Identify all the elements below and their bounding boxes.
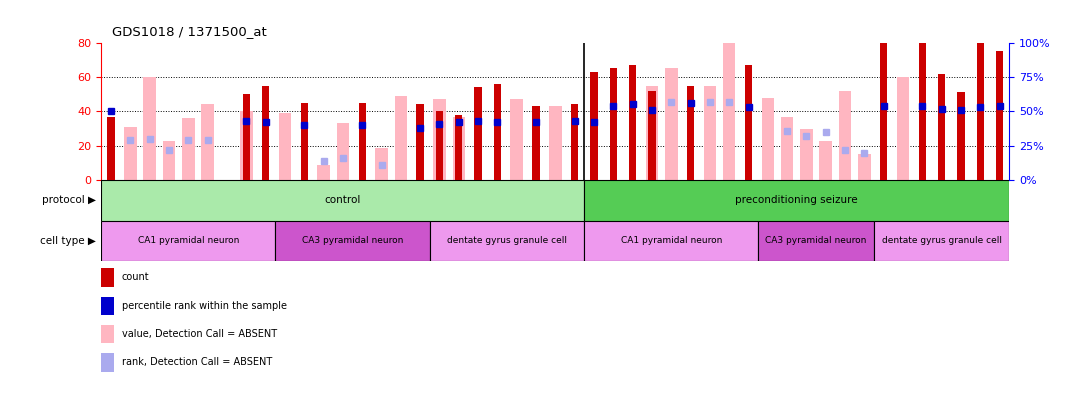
Text: value, Detection Call = ABSENT: value, Detection Call = ABSENT [122,329,277,339]
Text: cell type ▶: cell type ▶ [41,236,96,246]
Bar [723,43,736,180]
Bar [591,72,598,180]
Bar [242,94,250,180]
Bar [646,85,658,180]
Bar [584,221,758,261]
Text: percentile rank within the sample: percentile rank within the sample [122,301,286,311]
Bar [359,103,366,180]
Bar [436,111,443,180]
Bar [279,113,292,180]
Bar [938,73,945,180]
Bar [819,141,832,180]
Bar [375,147,388,180]
Bar [781,117,794,180]
Bar [202,104,214,180]
Bar [874,221,1009,261]
Bar [704,85,717,180]
Bar [610,68,617,180]
Bar [317,165,330,180]
Text: dentate gyrus granule cell: dentate gyrus granule cell [447,237,567,245]
Text: rank, Detection Call = ABSENT: rank, Detection Call = ABSENT [122,358,272,367]
Text: dentate gyrus granule cell: dentate gyrus granule cell [882,237,1002,245]
Bar [262,85,269,180]
Bar [276,221,429,261]
Text: control: control [325,196,361,205]
Text: CA1 pyramidal neuron: CA1 pyramidal neuron [621,237,722,245]
Bar [880,25,888,180]
Text: count: count [122,273,150,282]
Bar [838,91,851,180]
Bar [957,92,964,180]
Bar [240,111,253,180]
Bar [858,154,870,180]
Bar [429,221,584,261]
Bar [124,127,137,180]
Bar [532,106,539,180]
Bar [629,65,637,180]
Bar [996,51,1003,180]
Bar [162,141,175,180]
Bar [761,98,774,180]
Bar [434,99,445,180]
Bar [417,104,424,180]
Bar [474,87,482,180]
Bar [143,77,156,180]
Text: protocol ▶: protocol ▶ [42,196,96,205]
Bar [101,180,584,221]
Bar [648,91,656,180]
Bar [336,124,349,180]
Bar [744,65,752,180]
Bar [976,39,984,180]
Text: CA3 pyramidal neuron: CA3 pyramidal neuron [766,237,867,245]
Bar [511,99,523,180]
Text: CA3 pyramidal neuron: CA3 pyramidal neuron [302,237,404,245]
Bar [687,85,694,180]
Bar [455,115,462,180]
Bar [758,221,874,261]
Bar [183,118,194,180]
Bar [571,104,579,180]
Bar [549,106,562,180]
Bar [584,180,1009,221]
Bar [897,77,909,180]
Bar [800,129,813,180]
Bar [918,43,926,180]
Bar [108,117,114,180]
Bar [101,221,276,261]
Bar [493,84,501,180]
Bar [665,68,677,180]
Text: CA1 pyramidal neuron: CA1 pyramidal neuron [138,237,239,245]
Text: GDS1018 / 1371500_at: GDS1018 / 1371500_at [112,26,267,38]
Text: preconditioning seizure: preconditioning seizure [736,196,858,205]
Bar [453,117,465,180]
Bar [300,103,308,180]
Bar [394,96,407,180]
